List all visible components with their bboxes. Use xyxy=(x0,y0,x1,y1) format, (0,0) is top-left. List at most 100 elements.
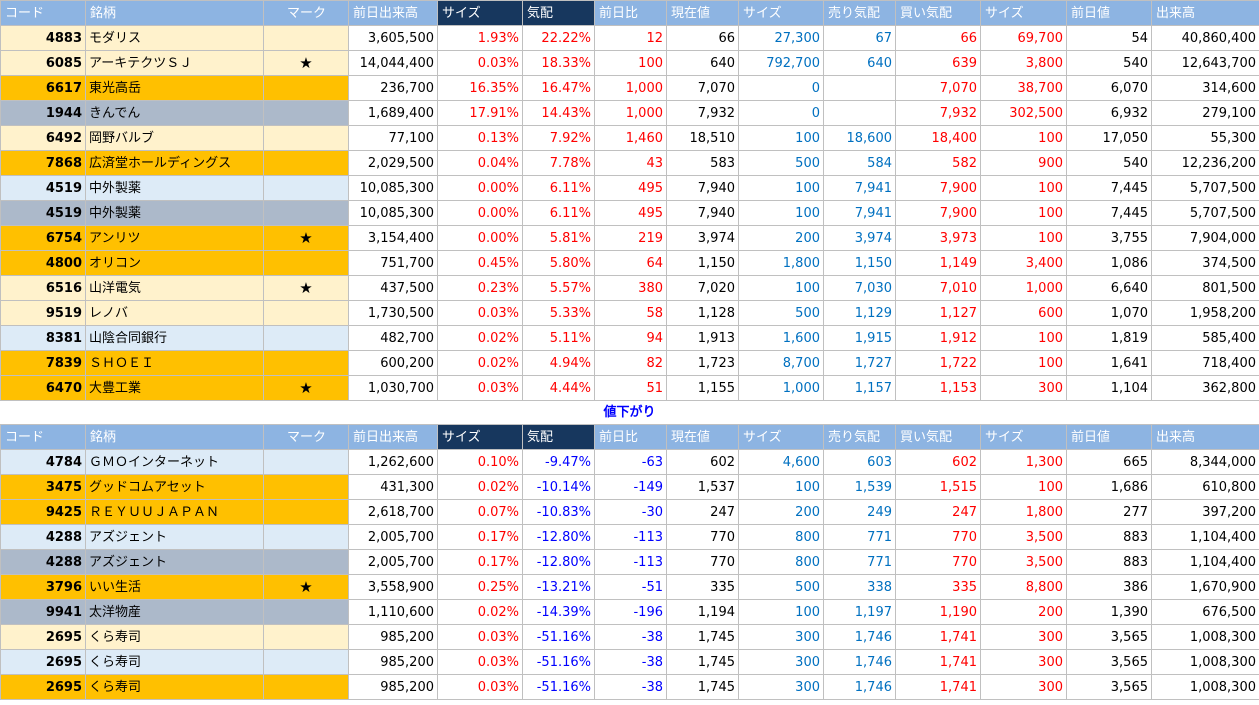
size-1-cell[interactable]: 17.91% xyxy=(437,100,523,126)
change-cell[interactable]: 100 xyxy=(594,50,667,76)
header-current[interactable]: 現在値 xyxy=(666,0,739,26)
current-cell[interactable]: 583 xyxy=(666,150,739,176)
change-cell[interactable]: -30 xyxy=(594,499,667,525)
prev-volume-cell[interactable]: 1,730,500 xyxy=(348,300,438,326)
header-mark[interactable]: マーク xyxy=(263,0,349,26)
volume-cell[interactable]: 374,500 xyxy=(1151,250,1259,276)
size-3-cell[interactable]: 3,500 xyxy=(980,524,1067,550)
prev-price-cell[interactable]: 1,070 xyxy=(1066,300,1152,326)
sell-quote-cell[interactable]: 771 xyxy=(823,549,896,575)
table-row[interactable]: 4800 オリコン 751,700 0.45% 5.80% 64 1,150 1,800 1,1… xyxy=(0,250,1259,276)
prev-price-cell[interactable]: 54 xyxy=(1066,25,1152,51)
header-prev-volume[interactable]: 前日出来高 xyxy=(348,424,438,450)
prev-volume-cell[interactable]: 751,700 xyxy=(348,250,438,276)
mark-cell[interactable] xyxy=(263,150,349,176)
table-row[interactable]: 3796 いい生活 ★ 3,558,900 0.25% -13.21% -51 335 500 3… xyxy=(0,574,1259,600)
code-cell[interactable]: 3796 xyxy=(0,574,86,600)
header-kehai[interactable]: 気配 xyxy=(522,0,595,26)
mark-cell[interactable] xyxy=(263,350,349,376)
sell-quote-cell[interactable]: 7,030 xyxy=(823,275,896,301)
change-cell[interactable]: 1,000 xyxy=(594,100,667,126)
table-row[interactable]: 4288 アズジェント 2,005,700 0.17% -12.80% -113 770 80… xyxy=(0,549,1259,575)
name-cell[interactable]: きんでん xyxy=(85,100,264,126)
code-cell[interactable]: 6492 xyxy=(0,125,86,151)
size-3-cell[interactable]: 300 xyxy=(980,649,1067,675)
sell-quote-cell[interactable]: 1,129 xyxy=(823,300,896,326)
sell-quote-cell[interactable]: 338 xyxy=(823,574,896,600)
code-cell[interactable]: 9519 xyxy=(0,300,86,326)
current-cell[interactable]: 335 xyxy=(666,574,739,600)
prev-volume-cell[interactable]: 3,558,900 xyxy=(348,574,438,600)
code-cell[interactable]: 4883 xyxy=(0,25,86,51)
size-2-cell[interactable]: 800 xyxy=(738,524,824,550)
size-3-cell[interactable]: 100 xyxy=(980,125,1067,151)
kehai-cell[interactable]: -10.14% xyxy=(522,474,595,500)
header-volume[interactable]: 出来高 xyxy=(1151,424,1259,450)
volume-cell[interactable]: 610,800 xyxy=(1151,474,1259,500)
prev-price-cell[interactable]: 6,932 xyxy=(1066,100,1152,126)
sell-quote-cell[interactable]: 1,197 xyxy=(823,599,896,625)
buy-quote-cell[interactable]: 582 xyxy=(895,150,981,176)
kehai-cell[interactable]: -51.16% xyxy=(522,624,595,650)
change-cell[interactable]: -149 xyxy=(594,474,667,500)
volume-cell[interactable]: 314,600 xyxy=(1151,75,1259,101)
change-cell[interactable]: -63 xyxy=(594,449,667,475)
size-1-cell[interactable]: 0.25% xyxy=(437,574,523,600)
size-3-cell[interactable]: 1,800 xyxy=(980,499,1067,525)
kehai-cell[interactable]: -9.47% xyxy=(522,449,595,475)
name-cell[interactable]: アーキテクツＳＪ xyxy=(85,50,264,76)
kehai-cell[interactable]: 7.78% xyxy=(522,150,595,176)
size-3-cell[interactable]: 600 xyxy=(980,300,1067,326)
size-1-cell[interactable]: 0.10% xyxy=(437,449,523,475)
prev-price-cell[interactable]: 6,070 xyxy=(1066,75,1152,101)
mark-cell[interactable] xyxy=(263,175,349,201)
code-cell[interactable]: 9425 xyxy=(0,499,86,525)
table-row[interactable]: 2695 くら寿司 985,200 0.03% -51.16% -38 1,745 300 1,… xyxy=(0,674,1259,700)
header-size-2[interactable]: サイズ xyxy=(738,0,824,26)
buy-quote-cell[interactable]: 1,912 xyxy=(895,325,981,351)
sell-quote-cell[interactable]: 249 xyxy=(823,499,896,525)
kehai-cell[interactable]: 5.33% xyxy=(522,300,595,326)
size-2-cell[interactable]: 500 xyxy=(738,150,824,176)
volume-cell[interactable]: 397,200 xyxy=(1151,499,1259,525)
name-cell[interactable]: いい生活 xyxy=(85,574,264,600)
name-cell[interactable]: くら寿司 xyxy=(85,624,264,650)
current-cell[interactable]: 1,745 xyxy=(666,624,739,650)
code-cell[interactable]: 4288 xyxy=(0,524,86,550)
current-cell[interactable]: 66 xyxy=(666,25,739,51)
size-3-cell[interactable]: 100 xyxy=(980,225,1067,251)
header-prev-volume[interactable]: 前日出来高 xyxy=(348,0,438,26)
prev-price-cell[interactable]: 1,686 xyxy=(1066,474,1152,500)
size-3-cell[interactable]: 69,700 xyxy=(980,25,1067,51)
header-code[interactable]: コード xyxy=(0,0,86,26)
size-2-cell[interactable]: 100 xyxy=(738,200,824,226)
size-2-cell[interactable]: 0 xyxy=(738,75,824,101)
prev-price-cell[interactable]: 3,565 xyxy=(1066,674,1152,700)
kehai-cell[interactable]: 4.94% xyxy=(522,350,595,376)
header-volume[interactable]: 出来高 xyxy=(1151,0,1259,26)
header-sell-quote[interactable]: 売り気配 xyxy=(823,0,896,26)
size-3-cell[interactable]: 1,300 xyxy=(980,449,1067,475)
size-3-cell[interactable]: 302,500 xyxy=(980,100,1067,126)
buy-quote-cell[interactable]: 1,515 xyxy=(895,474,981,500)
name-cell[interactable]: 中外製薬 xyxy=(85,175,264,201)
change-cell[interactable]: -196 xyxy=(594,599,667,625)
name-cell[interactable]: グッドコムアセット xyxy=(85,474,264,500)
mark-cell[interactable]: ★ xyxy=(263,50,349,76)
size-1-cell[interactable]: 0.02% xyxy=(437,350,523,376)
header-change[interactable]: 前日比 xyxy=(594,424,667,450)
prev-price-cell[interactable]: 3,565 xyxy=(1066,624,1152,650)
size-2-cell[interactable]: 300 xyxy=(738,674,824,700)
volume-cell[interactable]: 585,400 xyxy=(1151,325,1259,351)
prev-price-cell[interactable]: 540 xyxy=(1066,50,1152,76)
name-cell[interactable]: 東光高岳 xyxy=(85,75,264,101)
mark-cell[interactable]: ★ xyxy=(263,574,349,600)
name-cell[interactable]: ＧＭＯインターネット xyxy=(85,449,264,475)
prev-volume-cell[interactable]: 2,618,700 xyxy=(348,499,438,525)
prev-volume-cell[interactable]: 482,700 xyxy=(348,325,438,351)
kehai-cell[interactable]: 5.81% xyxy=(522,225,595,251)
sell-quote-cell[interactable]: 1,727 xyxy=(823,350,896,376)
table-row[interactable]: 6617 東光高岳 236,700 16.35% 16.47% 1,000 7,070 0 7,… xyxy=(0,75,1259,101)
prev-price-cell[interactable]: 1,819 xyxy=(1066,325,1152,351)
prev-price-cell[interactable]: 883 xyxy=(1066,549,1152,575)
